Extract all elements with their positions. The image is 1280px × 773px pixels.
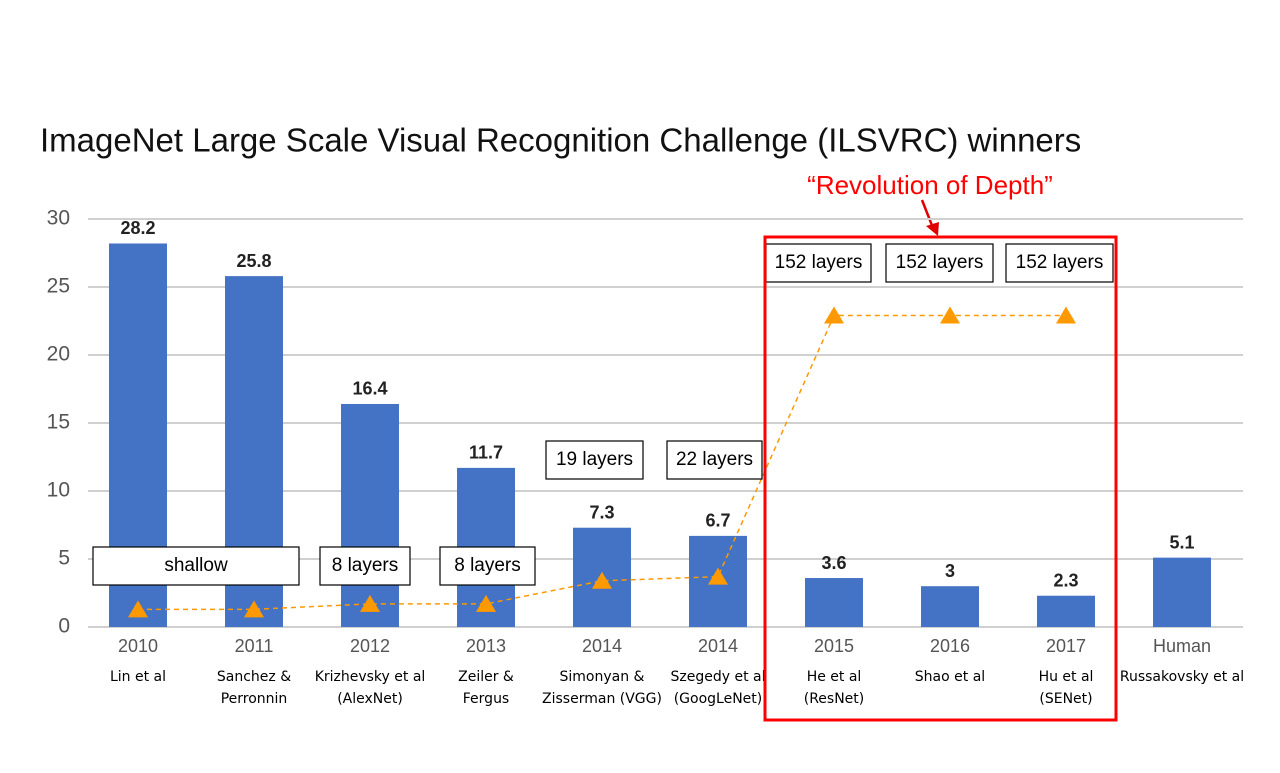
y-tick-label: 5 [58,547,70,570]
author-line: Shao et al [915,669,985,685]
x-tick-label: 2012 [350,636,390,656]
depth-marker [360,594,380,612]
depth-box [666,440,763,480]
x-tick-label: 2013 [466,636,506,656]
depth-label: 152 layers [1016,252,1104,273]
x-tick-label: 2017 [1046,636,1086,656]
y-tick-label: 10 [47,479,70,502]
author-label: Krizhevsky et al (AlexNet) [315,669,426,707]
depth-marker [476,594,496,612]
value-label: 25.8 [236,251,271,271]
chart-title: ImageNet Large Scale Visual Recognition … [40,122,1081,159]
value-label: 28.2 [120,218,155,238]
value-label: 3.6 [821,553,846,573]
x-tick-label: 2015 [814,636,854,656]
author-line: Hu et al [1039,669,1094,685]
author-label: Zeiler & Fergus [458,669,514,707]
value-label: 6.7 [705,511,730,531]
y-tick-label: 20 [47,343,70,366]
x-tick-label: 2016 [930,636,970,656]
author-line: (AlexNet) [337,691,403,707]
depth-marker [244,600,264,618]
author-label: Hu et al (SENet) [1039,669,1094,707]
author-line: Sanchez & [217,669,291,685]
author-line: He et al [807,669,862,685]
depth-box [885,243,994,283]
author-label: Russakovsky et al [1120,669,1244,685]
author-line: Fergus [463,691,509,707]
value-label: 7.3 [589,502,614,522]
author-line: Russakovsky et al [1120,669,1244,685]
x-tick-label: 2014 [582,636,622,656]
author-line: Simonyan & [560,669,645,685]
depth-box [439,546,536,586]
value-label: 3 [945,561,955,581]
depth-box [1005,243,1114,283]
bar [805,578,863,627]
author-label: Shao et al [915,669,985,685]
depth-label: 152 layers [775,252,863,273]
x-tick-label: 2011 [235,636,274,656]
depth-box [765,243,872,283]
depth-label: 152 layers [896,252,984,273]
depth-label: 19 layers [556,449,633,470]
author-line: (ResNet) [804,691,865,707]
depth-label: 8 layers [332,555,399,576]
value-label: 5.1 [1169,532,1194,552]
author-line: Zisserman (VGG) [542,691,662,707]
value-label: 16.4 [352,379,387,399]
y-tick-label: 0 [58,615,70,638]
x-tick-label: 2010 [118,636,158,656]
y-tick-label: 30 [47,207,70,230]
depth-marker [940,306,960,324]
y-tick-label: 25 [47,275,70,298]
author-line: (SENet) [1039,691,1092,707]
depth-box [92,546,300,586]
depth-box [319,546,411,586]
arrow-head [926,222,939,236]
depth-marker [708,567,728,585]
author-line: Lin et al [110,669,166,685]
author-line: Szegedy et al [671,669,766,685]
depth-label: 22 layers [676,449,753,470]
depth-line [138,314,1066,611]
author-label: He et al (ResNet) [804,669,865,707]
author-label: Sanchez & Perronnin [217,669,291,707]
depth-marker [128,600,148,618]
author-line: Krizhevsky et al [315,669,426,685]
author-line: Perronnin [221,691,288,707]
depth-marker [592,571,612,589]
y-tick-label: 15 [47,411,70,434]
author-line: (GoogLeNet) [674,691,763,707]
x-tick-label: Human [1153,636,1211,656]
value-label: 11.7 [469,443,503,463]
x-tick-label: 2014 [698,636,738,656]
annotation: “Revolution of Depth” [807,170,1053,200]
annotation-arrow [920,199,935,229]
depth-box [545,440,644,480]
author-line: Zeiler & [458,669,514,685]
depth-label: shallow [164,555,228,576]
author-label: Lin et al [110,669,166,685]
highlight-box [763,235,1118,722]
bar [1153,557,1211,627]
bar [341,403,399,627]
bar [921,586,979,627]
depth-marker [824,306,844,324]
depth-label: 8 layers [454,555,521,576]
author-label: Szegedy et al (GoogLeNet) [671,669,766,707]
bar [1037,595,1095,627]
author-label: Simonyan & Zisserman (VGG) [542,669,662,707]
depth-marker [1056,306,1076,324]
value-label: 2.3 [1053,570,1078,590]
